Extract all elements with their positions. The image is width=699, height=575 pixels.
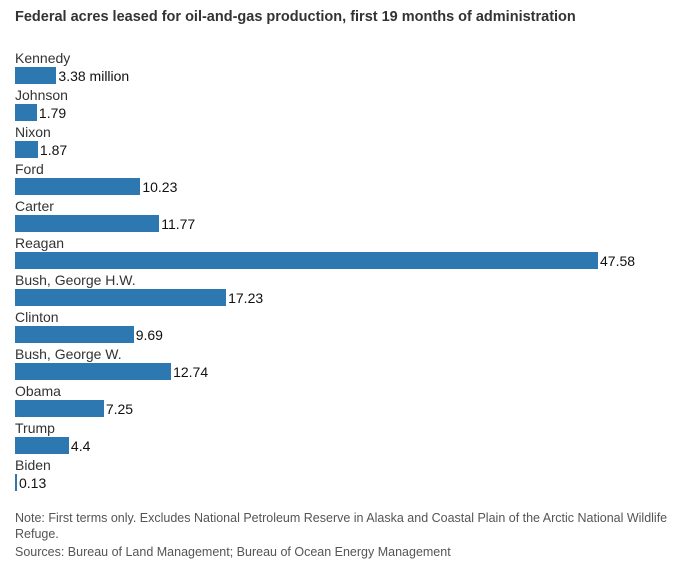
category-label: Johnson bbox=[15, 87, 68, 103]
chart-sources: Sources: Bureau of Land Management; Bure… bbox=[15, 545, 451, 559]
category-label: Trump bbox=[15, 420, 55, 436]
bar bbox=[15, 252, 598, 269]
bar bbox=[15, 104, 37, 121]
bar bbox=[15, 437, 69, 454]
chart-title: Federal acres leased for oil-and-gas pro… bbox=[15, 9, 576, 25]
data-label: 17.23 bbox=[228, 290, 264, 306]
bar bbox=[15, 400, 104, 417]
category-label: Nixon bbox=[15, 124, 51, 140]
bar-chart: Kennedy 3.38 million Johnson 1.79 Nixon 1.87 F… bbox=[15, 50, 636, 491]
category-label: Kennedy bbox=[15, 50, 71, 66]
category-label: Carter bbox=[15, 198, 54, 214]
category-label: Bush, George H.W. bbox=[15, 272, 136, 288]
category-label: Biden bbox=[15, 457, 51, 473]
data-label: 1.87 bbox=[39, 142, 68, 158]
bar bbox=[15, 326, 134, 343]
data-label: 3.38 million bbox=[58, 68, 130, 84]
bar bbox=[15, 289, 227, 306]
data-label: 9.69 bbox=[135, 327, 163, 343]
bar bbox=[15, 215, 160, 232]
data-label: 0.13 bbox=[19, 475, 47, 491]
data-label: 7.25 bbox=[105, 401, 134, 417]
category-label: Reagan bbox=[15, 235, 65, 251]
data-label: 4.4 bbox=[70, 438, 91, 454]
data-label: 1.79 bbox=[38, 105, 67, 121]
data-label: 12.74 bbox=[173, 364, 209, 380]
data-label: 11.77 bbox=[161, 216, 196, 232]
category-label: Obama bbox=[15, 383, 61, 399]
chart-note: Note: First terms only. Excludes Nationa… bbox=[15, 511, 668, 541]
category-label: Clinton bbox=[15, 309, 59, 325]
bar bbox=[15, 67, 57, 84]
bar bbox=[15, 474, 17, 491]
category-label: Bush, George W. bbox=[15, 346, 122, 362]
data-label: 47.58 bbox=[600, 253, 636, 269]
bar bbox=[15, 363, 172, 380]
data-label: 10.23 bbox=[142, 179, 178, 195]
bar bbox=[15, 141, 38, 158]
bar bbox=[15, 178, 141, 195]
category-label: Ford bbox=[15, 161, 44, 177]
